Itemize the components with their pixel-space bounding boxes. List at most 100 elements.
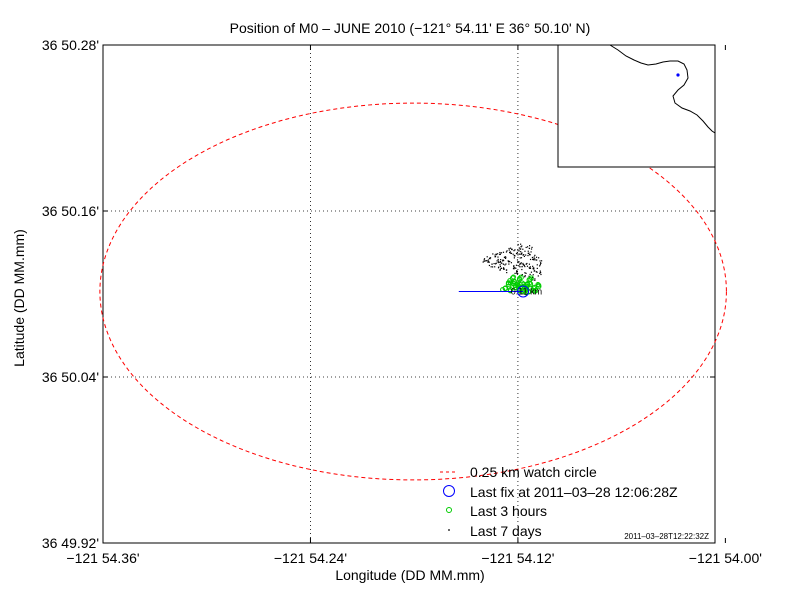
last-7-days-point (510, 252, 512, 254)
last-7-days-point (499, 265, 502, 268)
last-7-days-point (497, 267, 500, 269)
x-tick-label: −121 54.24' (274, 550, 347, 566)
legend-dot-icon (448, 529, 450, 531)
last-7-days-point (534, 254, 536, 256)
last-7-days-point (523, 264, 525, 267)
last-7-days-point (533, 268, 535, 270)
last-7-days-point (500, 267, 502, 269)
last-7-days-point (521, 266, 523, 268)
last-7-days-point (503, 268, 505, 270)
last-7-days-point (512, 253, 514, 255)
last-7-days-point (503, 260, 505, 262)
last-7-days-point (500, 259, 502, 261)
last-7-days-point (535, 256, 538, 258)
last-7-days-point (499, 253, 501, 255)
last-3-hours-point (536, 282, 542, 288)
last-7-days-point (513, 268, 515, 270)
last-7-days-point (515, 253, 518, 255)
last-7-days-point (497, 260, 500, 262)
last-7-days-point (520, 257, 523, 259)
last-7-days-point (513, 250, 515, 252)
last-7-days-point (486, 259, 488, 262)
y-axis-label: Latitude (DD MM.mm) (11, 229, 27, 367)
coastline (609, 44, 716, 134)
last-7-days-point (539, 265, 541, 267)
last-7-days-point (504, 257, 507, 260)
last-3-hours-point (530, 287, 536, 293)
last-7-days-point (503, 256, 506, 259)
last-7-days-point (522, 264, 524, 266)
last-7-days-point (502, 263, 505, 265)
last-7-days-point (528, 275, 530, 277)
last-7-days-point (518, 261, 520, 263)
last-7-days-point (533, 256, 535, 258)
legend-entry-last-7-days: Last 7 days (448, 523, 542, 539)
last-7-days-point (512, 267, 515, 270)
last-7-days-point (486, 256, 488, 258)
last-7-days-point (509, 251, 511, 253)
last-7-days-point (487, 259, 489, 261)
last-7-days-point (517, 243, 519, 246)
y-tick-label: 36 49.92' (42, 535, 99, 551)
last-7-days-point (526, 246, 529, 248)
last-7-days-point (535, 259, 538, 261)
last-7-days-point (540, 271, 542, 274)
last-7-days-point (529, 267, 531, 269)
last-7-days-point (513, 257, 515, 259)
last-7-days-point (539, 264, 541, 266)
last-7-days-point (520, 253, 523, 255)
last-7-days-point (534, 258, 536, 260)
last-7-days-point (485, 260, 487, 262)
last-7-days-point (494, 263, 497, 265)
last-7-days-point (534, 279, 536, 281)
last-7-days-point (488, 260, 490, 263)
last-7-days-point (536, 271, 538, 273)
last-7-days-point (516, 251, 518, 254)
legend-label-watch-circle: 0.25 km watch circle (470, 464, 597, 480)
last-7-days-point (497, 256, 499, 258)
timestamp-label: 2011–03–28T12:22:32Z (624, 532, 709, 541)
last-7-days-point (508, 260, 510, 262)
last-3-hours-point (507, 278, 513, 284)
legend-entry-watch-circle: 0.25 km watch circle (440, 464, 597, 480)
chart-title: Position of M0 – JUNE 2010 (−121° 54.11'… (230, 20, 591, 36)
last-7-days-point (529, 266, 531, 268)
legend-label-last-7-days: Last 7 days (470, 523, 542, 539)
last-7-days-point (509, 251, 511, 254)
last-7-days-point (516, 273, 519, 275)
last-7-days-point (482, 261, 484, 263)
last-7-days-point (520, 246, 522, 248)
legend-entry-last-3-hours: Last 3 hours (446, 503, 547, 519)
last-7-days-point (532, 258, 534, 261)
last-7-days-point (529, 254, 531, 256)
last-7-days-point (520, 251, 522, 253)
last-7-days-point (510, 262, 513, 264)
last-7-days-point (499, 253, 501, 256)
last-7-days-point (500, 262, 502, 264)
last-7-days-point (505, 269, 508, 271)
last-7-days-point (520, 262, 522, 264)
inset-location-marker (676, 73, 680, 77)
last-7-days-point (528, 254, 531, 256)
last-7-days-point (519, 266, 521, 268)
last-7-days-point (529, 245, 531, 247)
last-7-days-point (531, 246, 533, 249)
last-3-hours-point (535, 281, 541, 287)
last-7-days-point (488, 264, 491, 267)
last-7-days-point (519, 253, 521, 255)
last-3-hours-point (509, 285, 515, 291)
last-7-days-point (522, 248, 524, 250)
last-7-days-point (516, 259, 519, 261)
last-7-days-point (530, 248, 533, 250)
last-7-days-point (494, 255, 497, 258)
last-7-days-point (499, 264, 501, 266)
last-7-days-point (527, 254, 529, 257)
last-7-days-point (505, 251, 508, 253)
x-axis-label: Longitude (DD MM.mm) (335, 567, 484, 583)
last-7-days-point (532, 258, 535, 260)
legend-entry-last-fix: Last fix at 2011–03–28 12:06:28Z (443, 484, 678, 500)
last-7-days-point (520, 243, 522, 245)
last-7-days-point (505, 263, 507, 265)
last-7-days-point (539, 262, 542, 264)
